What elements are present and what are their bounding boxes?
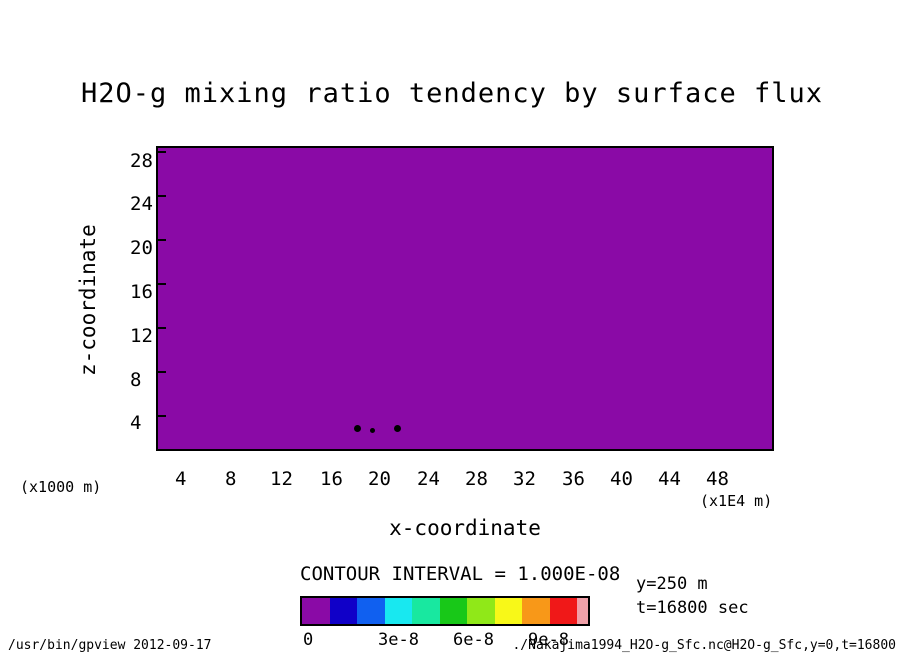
- x-axis-title: x-coordinate: [156, 516, 774, 540]
- x-axis-unit-label: (x1E4 m): [700, 492, 772, 510]
- y-tick-label-28: 28: [130, 150, 153, 172]
- footer-left-text: /usr/bin/gpview 2012-09-17: [8, 638, 212, 653]
- colorbar-seg-8: [522, 598, 550, 624]
- contour-interval-label: CONTOUR INTERVAL = 1.000E-08: [300, 563, 620, 585]
- footer-right-text: ./Nakajima1994_H2O-g_Sfc.nc@H2O-g_Sfc,y=…: [512, 638, 896, 653]
- colorbar-seg-5: [440, 598, 468, 624]
- colorbar-tick-2: 6e-8: [453, 630, 494, 650]
- y-axis-unit-label: (x1000 m): [20, 478, 101, 496]
- colorbar-tick-0: 0: [303, 630, 313, 650]
- data-marker-a: [354, 425, 361, 432]
- x-tick-label-20: 20: [368, 468, 391, 490]
- x-tick-label-32: 32: [513, 468, 536, 490]
- x-tick-label-44: 44: [658, 468, 681, 490]
- colorbar-seg-1: [330, 598, 358, 624]
- colorbar-seg-2: [357, 598, 385, 624]
- y-tick-label-12: 12: [130, 325, 153, 347]
- x-tick-label-28: 28: [465, 468, 488, 490]
- x-tick-label-4: 4: [175, 468, 186, 490]
- chart-title: H2O-g mixing ratio tendency by surface f…: [0, 78, 904, 109]
- colorbar-tick-1: 3e-8: [378, 630, 419, 650]
- colorbar-seg-6: [467, 598, 495, 624]
- x-tick-label-40: 40: [610, 468, 633, 490]
- colorbar-seg-3: [385, 598, 413, 624]
- data-marker-b: [370, 428, 375, 433]
- colorbar-seg-0: [302, 598, 330, 624]
- colorbar: [300, 596, 590, 626]
- x-tick-label-36: 36: [562, 468, 585, 490]
- x-tick-label-24: 24: [417, 468, 440, 490]
- side-info-block: y=250 m t=16800 sec: [636, 572, 749, 620]
- data-marker-c: [394, 425, 401, 432]
- colorbar-seg-10: [577, 598, 588, 624]
- y-tick-label-16: 16: [130, 281, 153, 303]
- y-offset-label: y=250 m: [636, 572, 749, 596]
- x-tick-label-16: 16: [320, 468, 343, 490]
- x-tick-label-8: 8: [225, 468, 236, 490]
- plot-area: [156, 146, 774, 451]
- y-axis-title: z-coordinate: [76, 170, 106, 430]
- colorbar-seg-7: [495, 598, 523, 624]
- time-label: t=16800 sec: [636, 596, 749, 620]
- y-tick-label-4: 4: [130, 412, 141, 434]
- x-tick-label-12: 12: [270, 468, 293, 490]
- x-tick-label-48: 48: [706, 468, 729, 490]
- y-tick-label-20: 20: [130, 237, 153, 259]
- y-tick-label-24: 24: [130, 193, 153, 215]
- colorbar-seg-4: [412, 598, 440, 624]
- colorbar-seg-9: [550, 598, 578, 624]
- y-tick-label-8: 8: [130, 369, 141, 391]
